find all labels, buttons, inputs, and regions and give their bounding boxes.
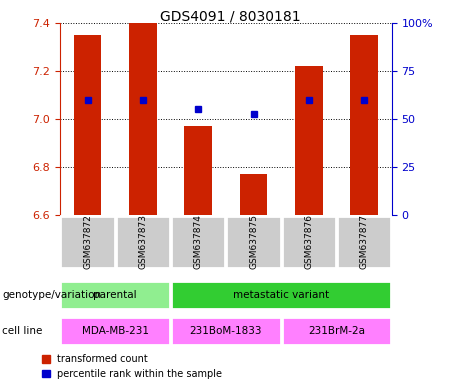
Text: GSM637872: GSM637872 xyxy=(83,215,92,269)
FancyBboxPatch shape xyxy=(226,215,281,268)
Text: GSM637873: GSM637873 xyxy=(138,214,148,270)
Text: parental: parental xyxy=(94,290,137,300)
FancyBboxPatch shape xyxy=(60,215,115,268)
Text: 231BrM-2a: 231BrM-2a xyxy=(308,326,365,336)
Bar xyxy=(184,126,212,215)
Legend: transformed count, percentile rank within the sample: transformed count, percentile rank withi… xyxy=(42,354,222,379)
Text: MDA-MB-231: MDA-MB-231 xyxy=(82,326,149,336)
FancyBboxPatch shape xyxy=(171,281,391,309)
Bar xyxy=(240,174,267,215)
FancyBboxPatch shape xyxy=(171,215,225,268)
FancyBboxPatch shape xyxy=(60,317,170,345)
Bar xyxy=(350,35,378,215)
Bar xyxy=(129,23,157,215)
Text: 231BoM-1833: 231BoM-1833 xyxy=(189,326,262,336)
Bar xyxy=(295,66,323,215)
Text: GSM637877: GSM637877 xyxy=(360,214,369,270)
Text: GSM637874: GSM637874 xyxy=(194,215,203,269)
Text: metastatic variant: metastatic variant xyxy=(233,290,329,300)
Bar xyxy=(74,35,101,215)
FancyBboxPatch shape xyxy=(337,215,391,268)
Text: GSM637875: GSM637875 xyxy=(249,214,258,270)
FancyBboxPatch shape xyxy=(282,317,391,345)
FancyBboxPatch shape xyxy=(60,281,170,309)
FancyBboxPatch shape xyxy=(282,215,336,268)
Text: GSM637876: GSM637876 xyxy=(304,214,313,270)
FancyBboxPatch shape xyxy=(116,215,170,268)
Text: GDS4091 / 8030181: GDS4091 / 8030181 xyxy=(160,10,301,23)
Text: genotype/variation: genotype/variation xyxy=(2,290,101,300)
Text: cell line: cell line xyxy=(2,326,43,336)
FancyBboxPatch shape xyxy=(171,317,281,345)
